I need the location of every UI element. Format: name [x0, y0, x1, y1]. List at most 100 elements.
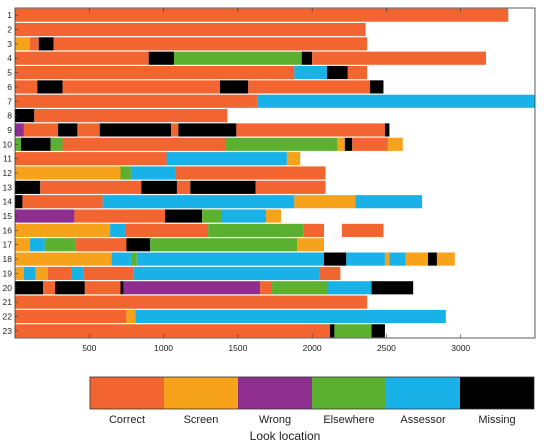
bar-segment-row21-correct-0 [15, 295, 368, 309]
bar-segment-row10-missing-6 [344, 137, 353, 151]
bar-segment-row17-elsewhere-5 [150, 238, 298, 252]
bar-segment-row9-wrong-0 [15, 123, 24, 137]
y-tick-label-8: 8 [7, 111, 12, 121]
bar-segment-row20-correct-6 [260, 281, 273, 295]
bar-segment-row13-missing-0 [15, 180, 41, 194]
bar-segment-row6-missing-3 [220, 80, 249, 94]
bar-segment-row19-correct-5 [83, 266, 134, 281]
y-tick-label-16: 16 [3, 225, 13, 235]
bar-segment-row13-correct-1 [40, 180, 142, 194]
bar-segment-row20-assessor-8 [327, 281, 372, 295]
bar-segment-row18-screen-0 [15, 252, 112, 266]
bar-segment-row18-screen-8 [405, 252, 429, 266]
bar-segment-row14-assessor-4 [355, 195, 423, 209]
bar-segment-row1-correct-0 [15, 8, 509, 22]
legend-swatch-assessor [386, 377, 460, 409]
legend-swatch-elsewhere [312, 377, 386, 409]
bar-segment-row8-missing-0 [15, 109, 35, 123]
bar-segment-row23-missing-3 [371, 324, 385, 338]
bar-segment-row10-screen-5 [337, 137, 345, 151]
legend-swatch-screen [164, 377, 238, 409]
bar-segment-row10-elsewhere-2 [50, 137, 63, 151]
bar-segment-row9-missing-6 [178, 123, 237, 137]
bar-segment-row19-screen-0 [15, 266, 24, 281]
bar-segment-row3-correct-1 [29, 37, 39, 51]
bar-segment-row7-correct-0 [15, 94, 258, 108]
bar-segment-row18-assessor-1 [111, 252, 131, 266]
y-tick-label-21: 21 [3, 297, 13, 307]
y-tick-label-2: 2 [7, 25, 12, 35]
y-tick-label-23: 23 [3, 326, 13, 336]
y-tick-label-4: 4 [7, 53, 12, 63]
bar-segment-row17-elsewhere-2 [44, 238, 76, 252]
legend-swatch-correct [90, 377, 164, 409]
legend-labels: Correct Screen Wrong Elsewhere Assessor Missi… [109, 414, 516, 426]
bar-segment-row18-assessor-3 [136, 252, 325, 266]
bar-segment-row9-correct-3 [77, 123, 100, 137]
bar-segment-row3-correct-3 [53, 37, 368, 51]
bar-segment-row15-missing-2 [165, 209, 203, 223]
bar-segment-row17-correct-3 [75, 238, 127, 252]
bar-segment-row13-correct-3 [176, 180, 191, 194]
legend-swatch-wrong [238, 377, 312, 409]
bar-segment-row10-screen-8 [387, 137, 403, 151]
bar-segment-row13-correct-5 [255, 180, 326, 194]
bar-segment-row18-assessor-7 [389, 252, 406, 266]
bar-segment-row10-missing-1 [20, 137, 51, 151]
bar-segment-row4-missing-1 [148, 51, 174, 65]
bar-segment-row6-correct-4 [248, 80, 371, 94]
bar-segment-row16-correct-2 [124, 223, 209, 237]
bar-segment-row9-missing-2 [58, 123, 78, 137]
x-tick-label-1000: 1000 [154, 343, 173, 353]
bar-segment-row17-screen-0 [15, 238, 30, 252]
bar-segment-row16-elsewhere-3 [208, 223, 304, 237]
bar-segment-row20-missing-0 [15, 281, 44, 295]
bar-segment-row16-assessor-1 [110, 223, 125, 237]
bar-segment-row18-screen-10 [436, 252, 455, 266]
x-axis: 500 1000 1500 2000 2500 3000 [82, 8, 470, 353]
bar-segment-row15-wrong-0 [15, 209, 75, 223]
x-tick-label-1500: 1500 [228, 343, 247, 353]
bar-segment-row20-elsewhere-7 [272, 281, 327, 295]
bar-segment-row9-correct-1 [23, 123, 59, 137]
bar-segment-row20-wrong-5 [123, 281, 261, 295]
bar-segment-row11-correct-0 [15, 152, 167, 166]
bar-segment-row4-correct-4 [312, 51, 486, 65]
bar-segment-row22-correct-0 [15, 309, 127, 324]
bar-segment-row18-elsewhere-2 [130, 252, 137, 266]
bar-segment-row19-assessor-1 [23, 266, 36, 281]
bar-segment-row22-assessor-2 [135, 309, 446, 324]
bar-segment-row23-elsewhere-2 [334, 324, 372, 338]
bar-segment-row20-missing-4 [120, 281, 124, 295]
bar-segment-row3-screen-0 [15, 37, 30, 51]
bar-segment-row16-correct-5 [341, 223, 384, 237]
bar-segment-row19-screen-2 [35, 266, 48, 281]
bar-segment-row8-correct-1 [34, 109, 228, 123]
bar-segment-row5-correct-0 [15, 65, 295, 80]
bar-segment-row18-missing-4 [324, 252, 347, 266]
y-tick-label-14: 14 [3, 197, 13, 207]
y-tick-label-11: 11 [3, 154, 12, 164]
y-tick-label-17: 17 [3, 240, 13, 250]
bar-segment-row17-screen-6 [297, 238, 325, 252]
bar-segment-row10-correct-3 [62, 137, 226, 151]
bar-segment-row14-missing-0 [15, 195, 23, 209]
bar-segment-row20-correct-1 [43, 281, 56, 295]
y-tick-label-20: 20 [3, 283, 13, 293]
bar-segment-row22-screen-1 [126, 309, 136, 324]
bar-segment-row18-assessor-5 [346, 252, 385, 266]
bar-segment-row6-correct-0 [15, 80, 38, 94]
bar-segment-row20-correct-3 [84, 281, 121, 295]
legend-label-elsewhere: Elsewhere [323, 414, 374, 426]
y-tick-label-7: 7 [7, 96, 12, 106]
y-tick-label-19: 19 [3, 268, 13, 278]
bar-segment-row15-elsewhere-3 [202, 209, 222, 223]
x-tick-label-2500: 2500 [377, 343, 396, 353]
bar-segment-row19-correct-7 [319, 266, 341, 281]
bar-segment-row6-missing-1 [37, 80, 63, 94]
bar-segment-row23-correct-0 [15, 324, 330, 338]
bar-segment-row6-correct-2 [62, 80, 221, 94]
bar-segment-row14-correct-1 [22, 195, 103, 209]
bar-segment-row15-screen-5 [266, 209, 281, 223]
bar-segment-row5-correct-3 [347, 65, 368, 80]
